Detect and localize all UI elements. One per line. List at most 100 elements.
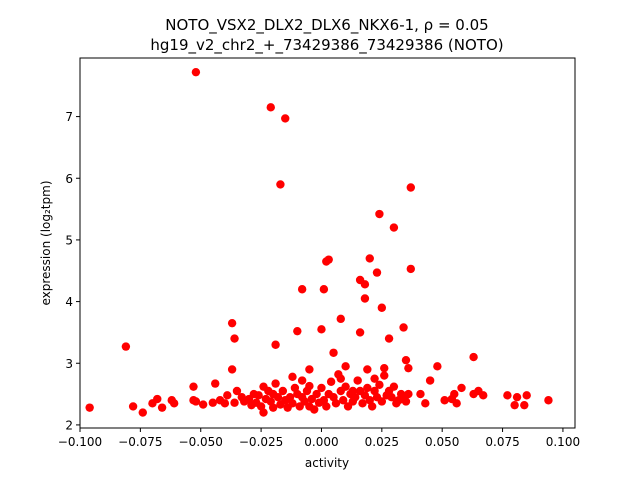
data-point-66 [331,399,341,408]
x-tick-label: −0.075 [118,435,162,449]
data-point-132 [355,328,365,337]
data-point-57 [310,405,319,414]
data-point-145 [399,323,408,332]
x-tick-label: 0.000 [304,435,338,449]
y-tick-label: 5 [65,233,73,247]
data-point-12 [198,400,208,409]
data-point-113 [512,392,522,402]
data-point-89 [387,392,396,402]
data-point-131 [348,386,358,396]
data-point-101 [433,362,442,371]
x-tick-label: −0.025 [239,435,283,449]
data-point-135 [360,280,370,289]
data-point-70 [341,382,350,391]
data-point-130 [341,362,350,371]
y-tick-label: 2 [65,418,73,432]
data-point-6 [157,403,167,412]
data-point-81 [367,402,377,411]
data-point-134 [360,294,370,303]
data-point-118 [266,103,275,112]
data-point-1 [121,342,131,351]
chart-title-line-2: hg19_v2_chr2_+_73429386_73429386 (NOTO) [150,36,503,55]
data-point-141 [377,303,387,312]
data-point-114 [520,400,529,410]
plot-frame [79,57,576,429]
data-point-97 [404,363,413,373]
data-point-79 [363,383,372,393]
chart-title-line-1: NOTO_VSX2_DLX2_DLX6_NKX6-1, ρ = 0.05 [165,16,488,35]
data-point-147 [406,183,415,192]
data-point-104 [450,389,459,399]
data-point-110 [479,391,488,400]
data-point-22 [232,386,242,396]
data-point-106 [457,383,466,393]
y-tick-label: 4 [65,295,73,309]
data-point-124 [317,325,326,334]
data-point-20 [230,334,239,343]
data-point-140 [375,209,384,219]
data-point-77 [358,399,367,408]
y-tick-label: 7 [65,110,73,124]
data-point-86 [380,371,389,380]
data-point-98 [416,389,425,399]
data-point-21 [230,398,239,407]
data-point-50 [297,376,307,385]
data-point-69 [339,396,348,405]
data-point-32 [259,408,268,417]
data-point-42 [278,386,288,396]
data-point-8 [169,399,179,408]
data-point-64 [326,377,336,386]
data-point-39 [271,379,280,388]
y-axis-ticks: 2 3 4 5 6 7 [65,110,80,432]
data-point-2 [128,402,138,411]
data-point-36 [268,403,278,412]
x-axis-label: activity [305,456,349,470]
data-point-120 [281,114,290,123]
data-point-111 [503,391,512,400]
data-point-121 [293,326,302,336]
data-point-149 [322,257,331,266]
data-point-100 [425,376,435,385]
data-point-16 [220,399,230,408]
data-point-142 [380,363,389,373]
x-tick-label: 0.100 [546,435,580,449]
data-point-125 [319,285,329,294]
data-point-13 [208,398,217,407]
data-point-148 [406,264,415,274]
data-point-122 [297,285,307,294]
data-point-99 [421,399,430,408]
data-point-107 [469,352,478,362]
data-point-117 [191,67,201,77]
data-point-9 [189,382,198,391]
data-point-60 [317,383,326,393]
data-point-115 [522,391,531,400]
data-point-54 [305,381,314,391]
data-point-102 [440,396,449,405]
data-point-40 [273,392,283,402]
y-axis-label: expression (log₂tpm) [39,180,53,305]
data-points [85,67,553,417]
y-tick-label: 3 [65,357,73,371]
data-point-14 [211,379,220,388]
data-point-136 [363,365,372,374]
x-axis-ticks: −0.100 −0.075 −0.050 −0.025 0.000 0.025 0.050 0… [58,428,580,449]
data-point-3 [138,408,147,417]
data-point-123 [305,365,314,374]
data-point-11 [191,397,201,406]
data-point-38 [271,340,280,349]
data-point-128 [336,374,345,383]
data-point-18 [227,365,237,374]
data-point-19 [227,318,237,328]
data-point-29 [254,391,263,400]
data-point-0 [85,403,94,412]
data-point-5 [153,394,162,404]
data-point-112 [510,400,519,410]
data-point-144 [389,223,399,232]
data-point-146 [401,355,411,365]
data-point-46 [288,399,297,408]
data-point-96 [404,389,413,399]
x-tick-label: 0.025 [365,435,399,449]
data-point-139 [372,268,382,277]
y-tick-label: 6 [65,172,73,186]
